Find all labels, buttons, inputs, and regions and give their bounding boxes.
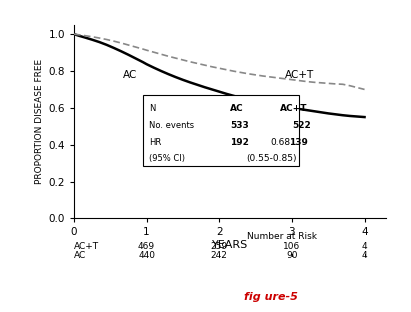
Text: 106: 106 xyxy=(283,242,300,251)
Text: 440: 440 xyxy=(138,251,155,260)
Y-axis label: PROPORTION DISEASE FREE: PROPORTION DISEASE FREE xyxy=(35,59,44,184)
Text: 259: 259 xyxy=(211,242,228,251)
Text: 242: 242 xyxy=(211,251,228,260)
Text: 533: 533 xyxy=(230,121,249,130)
Text: 90: 90 xyxy=(286,251,298,260)
Text: 0.68: 0.68 xyxy=(271,139,291,148)
Text: AC+T: AC+T xyxy=(74,242,99,251)
Text: fig ure-5: fig ure-5 xyxy=(244,291,298,301)
Text: (0.55-0.85): (0.55-0.85) xyxy=(246,154,296,163)
Text: Number at Risk: Number at Risk xyxy=(247,232,316,241)
Text: HR: HR xyxy=(149,139,161,148)
Bar xyxy=(143,95,299,166)
Text: 522: 522 xyxy=(293,121,312,130)
Text: 4: 4 xyxy=(362,251,367,260)
Text: 139: 139 xyxy=(289,139,308,148)
Text: AC: AC xyxy=(74,251,86,260)
Text: (95% CI): (95% CI) xyxy=(149,154,185,163)
Text: N: N xyxy=(149,104,155,113)
Text: 4: 4 xyxy=(362,242,367,251)
Text: AC+T: AC+T xyxy=(280,104,308,113)
Text: AC+T: AC+T xyxy=(285,71,314,80)
Text: AC: AC xyxy=(230,104,244,113)
Text: AC: AC xyxy=(123,71,138,80)
Text: 192: 192 xyxy=(230,139,249,148)
Text: 469: 469 xyxy=(138,242,155,251)
Text: No. events: No. events xyxy=(149,121,194,130)
X-axis label: YEARS: YEARS xyxy=(212,240,248,250)
